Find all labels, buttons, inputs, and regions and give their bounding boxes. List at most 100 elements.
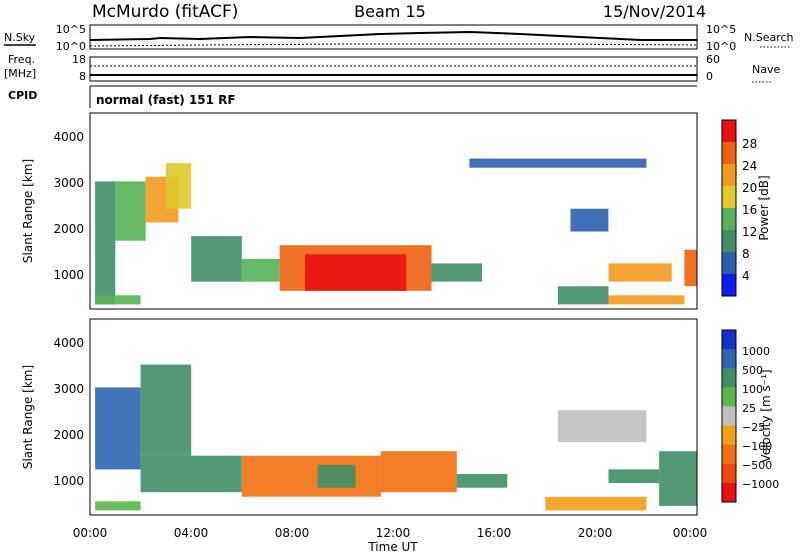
nsearch-trace — [89, 43, 698, 47]
power-y-ticks: 4000 3000 2000 1000 — [53, 130, 84, 282]
velocity-cbar-tick-neg100: −100 — [742, 440, 772, 453]
velocity-cbar-swatch-7 — [722, 463, 736, 484]
nave-tick-low: 0 — [706, 70, 713, 83]
xtick-0400: 04:00 — [174, 526, 209, 540]
power-cbar-tick-8: 8 — [742, 247, 750, 261]
power-region-5 — [241, 258, 280, 282]
velocity-cbar-swatch-3 — [722, 387, 736, 407]
station-title: McMurdo (fitACF) — [92, 2, 238, 22]
cpid-panel: CPID normal (fast) 151 RF — [8, 85, 697, 108]
power-region-1 — [115, 181, 146, 241]
power-region-3 — [165, 163, 192, 209]
velocity-region-9 — [608, 469, 660, 484]
velocity-ytick-4000: 4000 — [53, 336, 84, 350]
velocity-region-8 — [545, 496, 647, 511]
power-cbar-tick-24: 24 — [742, 159, 757, 173]
power-cbar-swatch-7 — [722, 274, 736, 297]
velocity-cbar-swatch-5 — [722, 425, 736, 446]
power-ytick-2000: 2000 — [53, 222, 84, 236]
power-cbar-swatch-1 — [722, 142, 736, 165]
xtick-0800: 08:00 — [275, 526, 310, 540]
velocity-region-3 — [140, 455, 242, 493]
freq-label: Freq. — [8, 53, 35, 66]
power-region-9 — [469, 158, 647, 168]
x-ticks: 00:00 04:00 08:00 12:00 16:00 20:00 00:0… — [73, 526, 708, 540]
beam-title: Beam 15 — [354, 2, 426, 21]
velocity-region-4 — [241, 455, 381, 497]
velocity-panel: 4000 3000 2000 1000 Slant Range [km] 00:… — [21, 318, 708, 554]
xtick-2400: 00:00 — [673, 526, 708, 540]
power-region-0 — [95, 181, 116, 305]
date-title: 15/Nov/2014 — [603, 2, 706, 21]
xtick-1200: 12:00 — [376, 526, 411, 540]
velocity-region-2 — [95, 501, 141, 511]
cpid-label: CPID — [8, 89, 37, 102]
power-cbar-tick-20: 20 — [742, 181, 757, 195]
freq-tick-high: 18 — [72, 53, 86, 66]
power-region-12 — [608, 263, 672, 282]
velocity-ytick-1000: 1000 — [53, 474, 84, 488]
nsky-tick-low: 10^0 — [56, 40, 86, 53]
power-region-11 — [570, 208, 609, 232]
nsky-panel: N.Sky 10^5 10^0 10^5 10^0 N.Search — [4, 23, 794, 53]
velocity-cbar-tick-neg25: −25 — [742, 421, 765, 434]
velocity-region-0 — [95, 387, 141, 470]
velocity-region-6 — [380, 451, 457, 493]
power-region-15 — [95, 295, 141, 305]
velocity-region-1 — [140, 364, 192, 456]
velocity-data-regions — [95, 364, 697, 511]
power-ylabel: Slant Range [km] — [21, 159, 35, 263]
velocity-ytick-2000: 2000 — [53, 428, 84, 442]
power-cbar-swatch-5 — [722, 230, 736, 253]
nsky-tick-high: 10^5 — [56, 23, 86, 36]
velocity-region-5 — [317, 464, 356, 488]
x-axis-label: Time UT — [367, 540, 418, 554]
power-colorbar: 28 24 20 16 12 8 4 Power [dB] — [721, 119, 771, 297]
nsearch-tick-high: 10^5 — [706, 23, 736, 36]
nave-tick-high: 60 — [706, 53, 720, 66]
power-region-13 — [608, 295, 685, 305]
velocity-cbar-tick-100: 100 — [742, 383, 763, 396]
nsky-trace — [89, 30, 697, 41]
nsky-label: N.Sky — [4, 31, 36, 44]
velocity-ylabel: Slant Range [km] — [21, 365, 35, 469]
velocity-cbar-swatch-2 — [722, 368, 736, 388]
velocity-cbar-swatch-4 — [722, 406, 736, 426]
velocity-cbar-tick-neg500: −500 — [742, 459, 772, 472]
velocity-cbar-swatch-6 — [722, 444, 736, 465]
power-ytick-1000: 1000 — [53, 268, 84, 282]
velocity-colorbar: 1000 500 100 25 −25 −100 −500 −1000 Velo… — [721, 329, 779, 503]
velocity-cbar-tick-500: 500 — [742, 364, 763, 377]
nsearch-label: N.Search — [744, 31, 794, 44]
velocity-ytick-3000: 3000 — [53, 382, 84, 396]
power-cbar-swatch-0 — [722, 120, 736, 143]
cpid-value: normal (fast) 151 RF — [96, 93, 236, 107]
power-cbar-tick-4: 4 — [742, 269, 750, 283]
power-region-7 — [305, 254, 407, 291]
power-data-regions — [95, 158, 697, 305]
velocity-cbar-swatch-0 — [722, 330, 736, 350]
power-region-14 — [684, 249, 697, 287]
freq-unit: [MHz] — [4, 67, 36, 80]
power-panel: 4000 3000 2000 1000 Slant Range [km] — [21, 112, 698, 310]
power-cbar-tick-16: 16 — [742, 203, 757, 217]
velocity-cbar-label: Velocity [m s⁻¹] — [759, 369, 773, 462]
velocity-y-ticks: 4000 3000 2000 1000 — [53, 336, 84, 488]
power-ytick-4000: 4000 — [53, 130, 84, 144]
freq-tick-low: 8 — [79, 70, 86, 83]
xtick-2000: 20:00 — [578, 526, 613, 540]
velocity-region-7 — [456, 474, 508, 488]
power-cbar-swatch-6 — [722, 252, 736, 275]
velocity-region-11 — [557, 410, 647, 443]
power-region-8 — [431, 263, 482, 282]
velocity-cbar-tick-neg1000: −1000 — [742, 478, 779, 491]
xtick-1600: 16:00 — [477, 526, 512, 540]
velocity-region-10 — [659, 451, 697, 506]
power-cbar-tick-28: 28 — [742, 137, 757, 151]
velocity-cbar-swatch-1 — [722, 349, 736, 369]
power-cbar-swatch-2 — [722, 164, 736, 187]
power-cbar-swatch-4 — [722, 208, 736, 231]
power-region-10 — [557, 286, 609, 305]
power-region-4 — [191, 236, 242, 282]
